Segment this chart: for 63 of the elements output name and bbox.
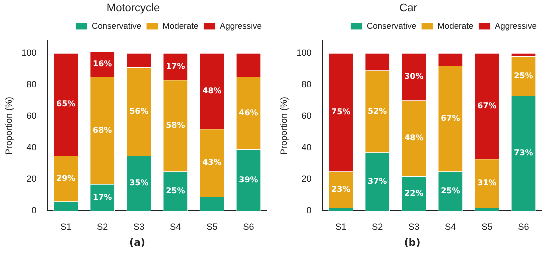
x-tick-label: S5: [206, 222, 218, 232]
y-axis-title: Proportion (%): [278, 96, 289, 155]
x-tick-label: S3: [134, 222, 145, 232]
y-tick-label: 0: [306, 206, 312, 216]
data-label: 25%: [441, 186, 460, 196]
y-tick-label: 60: [302, 110, 312, 121]
x-tick-label: S2: [372, 222, 384, 232]
data-label: 25%: [166, 186, 186, 196]
legend-label: Moderate: [162, 20, 199, 31]
data-label: 52%: [368, 106, 388, 116]
data-label: 43%: [202, 158, 222, 168]
data-label: 17%: [166, 62, 186, 71]
data-label: 37%: [368, 177, 388, 186]
x-tick-label: S5: [482, 222, 493, 232]
data-label: 56%: [130, 106, 149, 116]
x-tick-label: S4: [445, 222, 456, 232]
data-label: 67%: [441, 114, 460, 123]
legend-label: Moderate: [438, 20, 474, 31]
data-label: 35%: [130, 178, 149, 188]
data-label: 48%: [404, 134, 424, 143]
y-tick-label: 40: [302, 142, 312, 153]
data-label: 65%: [56, 100, 76, 109]
data-label: 29%: [56, 174, 76, 183]
y-tick-label: 80: [302, 79, 312, 90]
data-label: 75%: [332, 108, 351, 117]
y-axis-title: Proportion (%): [4, 96, 14, 155]
data-label: 73%: [514, 148, 534, 158]
y-tick-label: 60: [26, 110, 37, 121]
data-label: 58%: [166, 121, 186, 130]
x-tick-label: S3: [408, 222, 420, 232]
text: (a): [128, 238, 146, 249]
legend-label: Conservative: [92, 20, 142, 31]
chart-title: Car: [400, 2, 418, 15]
y-tick-label: 100: [22, 48, 37, 58]
x-tick-label: S1: [60, 222, 72, 232]
y-tick-label: 100: [296, 48, 312, 58]
data-label: 25%: [514, 71, 534, 80]
x-tick-label: S6: [243, 222, 254, 232]
legend-label: Aggressive: [494, 20, 538, 31]
y-tick-label: 40: [26, 142, 37, 153]
chart-title: Motorcycle: [106, 2, 160, 15]
data-label: 23%: [332, 184, 351, 194]
y-tick-label: 20: [302, 174, 312, 184]
data-label: 22%: [404, 188, 424, 198]
y-tick-label: 20: [26, 174, 37, 184]
data-label: 16%: [93, 59, 112, 68]
x-tick-label: S6: [518, 222, 530, 232]
y-tick-label: 80: [26, 79, 37, 90]
data-label: 68%: [93, 126, 112, 135]
data-label: 17%: [93, 192, 112, 202]
data-label: 46%: [239, 108, 258, 118]
data-label: 31%: [478, 178, 497, 188]
x-tick-label: S2: [97, 222, 108, 232]
y-tick-label: 0: [32, 206, 37, 216]
data-label: 67%: [478, 101, 497, 110]
x-tick-label: S1: [336, 222, 347, 232]
legend-label: Conservative: [366, 20, 417, 31]
legend-label: Aggressive: [220, 20, 262, 31]
x-tick-label: S4: [170, 222, 182, 232]
data-label: 30%: [404, 72, 424, 82]
data-label: 48%: [202, 86, 222, 96]
text: (b): [403, 238, 422, 249]
data-label: 39%: [239, 175, 258, 184]
